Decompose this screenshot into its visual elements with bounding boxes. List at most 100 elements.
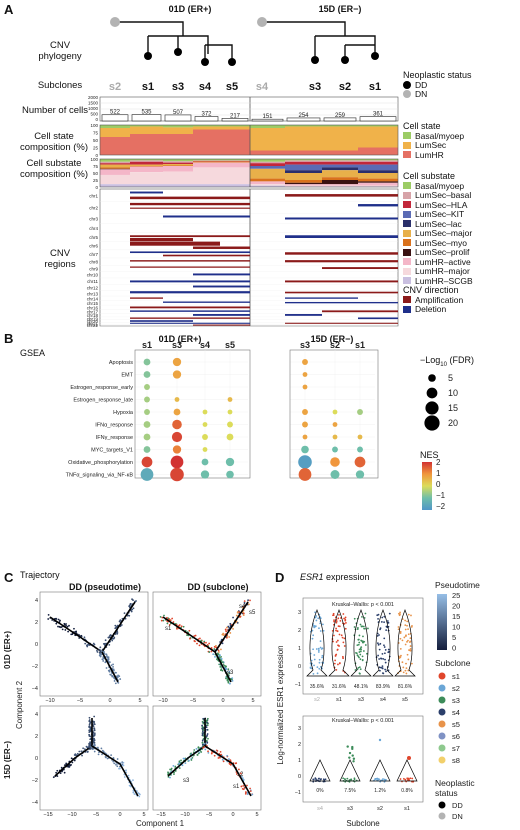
gsea-term: IFNα_response — [95, 423, 133, 429]
traj-point-subclone — [206, 741, 209, 744]
traj-point-subclone — [190, 759, 193, 761]
esr1-point-top — [335, 627, 338, 630]
traj-curve — [204, 745, 252, 797]
esr1-point-top — [399, 632, 402, 634]
substate-bar-right — [250, 161, 285, 164]
chromosome-label: chr21 — [87, 321, 99, 326]
esr1-point-bottom — [403, 777, 405, 780]
substate-bar-left — [100, 174, 130, 185]
legend-item: Basal/myoep — [403, 131, 518, 141]
traj-point-pseudotime — [116, 758, 119, 760]
traj-xtick: 0 — [108, 698, 111, 704]
traj-sub-label: s1 — [165, 626, 172, 632]
esr1-point-top — [335, 621, 338, 624]
esr1-point-top — [399, 611, 401, 614]
substate-bar-left — [193, 167, 220, 185]
nes-tick: −1 — [436, 491, 446, 500]
gsea-dot-right — [332, 446, 338, 453]
traj-point-subclone — [240, 785, 243, 788]
substate-bar-right — [358, 160, 398, 162]
legend-swatch — [403, 305, 411, 313]
state-bar-right — [285, 150, 322, 155]
esr1-point-top — [402, 666, 405, 669]
legend-item: LumSec–major — [403, 228, 518, 238]
traj-xtick: 5 — [142, 812, 145, 818]
cnv-amplification — [322, 267, 398, 270]
pseudotime-tick: 5 — [452, 633, 456, 642]
legend-swatch — [403, 229, 411, 237]
legend-item: DN — [403, 89, 518, 99]
cnv-amplification — [130, 235, 250, 238]
traj-point-subclone — [196, 642, 198, 645]
esr1-point-top — [406, 624, 408, 627]
traj-point-subclone — [181, 764, 184, 767]
gsea-term: MYC_targets_V1 — [91, 448, 133, 454]
esr1-point-bottom — [319, 778, 322, 781]
gsea-sample-left: 01D (ER+) — [158, 334, 202, 344]
esr1-point-top — [353, 626, 356, 628]
esr1-point-top — [387, 621, 390, 624]
esr1-cat-top: s3 — [358, 697, 364, 703]
legend-swatch — [403, 258, 411, 266]
traj-point-pseudotime — [110, 674, 112, 676]
substate-bar-right — [358, 173, 398, 179]
state-bar-left — [130, 134, 163, 155]
subclone-label-left: s1 — [142, 81, 154, 93]
gsea-dot-right — [357, 446, 363, 453]
panel-label-c: C — [4, 570, 14, 585]
state-tick: 50 — [93, 138, 99, 143]
traj-xtick: −10 — [180, 812, 189, 818]
substate-bar-left — [100, 159, 130, 162]
cnv-amplification — [193, 246, 250, 249]
gsea-dot-left — [170, 467, 184, 482]
esr1-cat-bottom: s1 — [404, 806, 410, 812]
chromosome-label: chr5 — [89, 235, 98, 240]
fdr-legend-label: 5 — [448, 373, 453, 383]
state-bar-left — [163, 127, 193, 134]
esr1-frame-top — [302, 597, 424, 695]
traj-point-subclone — [205, 719, 208, 722]
traj-point-subclone — [205, 739, 208, 742]
substate-tick: 0 — [95, 185, 98, 190]
panel-b-figure: Apoptosis EMT Estrogen_response_early Estro… — [66, 340, 458, 511]
esr1-point-top — [376, 635, 379, 637]
esr1-point-top — [360, 625, 363, 628]
esr1-point-top — [379, 628, 381, 631]
esr1-violin-bottom — [309, 759, 331, 782]
traj-point-pseudotime — [57, 618, 60, 621]
substate-bar-right — [358, 170, 398, 173]
traj-point-pseudotime — [108, 661, 111, 664]
chromosome-label: chr10 — [87, 273, 99, 278]
gsea-col-left: s4 — [200, 340, 210, 350]
state-bar-right — [358, 125, 398, 127]
esr1-point-top — [377, 642, 379, 645]
substate-bar-left — [100, 167, 130, 169]
gsea-term: Oxidative_phosphorylation — [68, 460, 133, 466]
row-label-cells: Number of cells — [22, 105, 88, 116]
legend-cellstate: Cell state Basal/myoep LumSec LumHR — [403, 121, 518, 160]
traj-point-pseudotime — [93, 729, 96, 731]
gsea-dot-right — [302, 434, 308, 440]
traj-point-subclone — [169, 776, 171, 779]
subclone-legend-dot — [438, 684, 446, 692]
traj-point-subclone — [196, 754, 199, 756]
state-bar-left — [100, 128, 130, 137]
count-bar-left — [164, 114, 192, 122]
chromosome-label: chr16 — [87, 305, 99, 310]
traj-point-pseudotime — [113, 680, 116, 682]
traj-point-pseudotime — [69, 764, 72, 767]
legend-cnv-title: CNV direction — [403, 285, 459, 295]
traj-point-pseudotime — [138, 795, 141, 798]
legend-item: LumSec–myo — [403, 238, 518, 248]
traj-point-subclone — [226, 754, 229, 757]
esr1-point-top — [362, 640, 364, 643]
substate-bar-left — [100, 168, 130, 170]
legend-item: LumHR–active — [403, 257, 518, 267]
cnv-amplification — [285, 291, 398, 294]
legend-cellstate-title: Cell state — [403, 121, 441, 131]
legend-label: Deletion — [415, 304, 447, 315]
neoplastic-legend-label: DN — [452, 812, 463, 821]
substate-tick: 100 — [90, 157, 98, 162]
traj-point-pseudotime — [116, 632, 119, 634]
gsea-dot-left — [171, 431, 183, 443]
